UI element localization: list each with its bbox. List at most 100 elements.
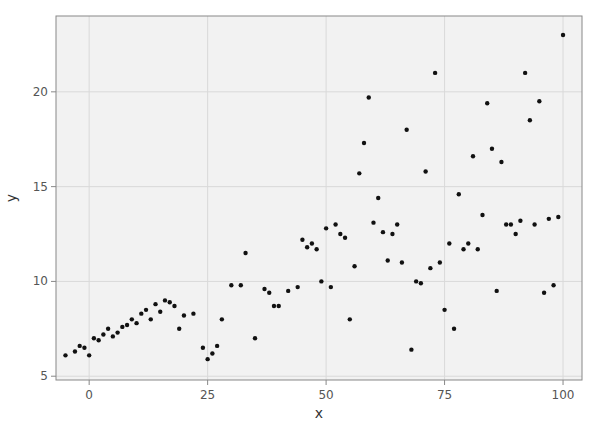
point (561, 33, 565, 37)
x-grid-line (563, 16, 564, 380)
grid (56, 16, 582, 380)
point (130, 317, 134, 321)
point (111, 334, 115, 338)
point (367, 95, 371, 99)
point (504, 222, 508, 226)
point (400, 260, 404, 264)
chart: 02550751005101520xy (0, 0, 600, 430)
point (191, 311, 195, 315)
point (101, 332, 105, 336)
point (419, 281, 423, 285)
point (92, 336, 96, 340)
point (134, 321, 138, 325)
point (542, 291, 546, 295)
point (523, 71, 527, 75)
y-tick (51, 91, 56, 92)
point (305, 245, 309, 249)
point (438, 260, 442, 264)
point (471, 154, 475, 158)
point (168, 300, 172, 304)
point (144, 308, 148, 312)
point (262, 287, 266, 291)
point (239, 283, 243, 287)
point (201, 346, 205, 350)
point (362, 141, 366, 145)
x-grid-line (326, 16, 327, 380)
point (243, 251, 247, 255)
point (314, 247, 318, 251)
point (352, 264, 356, 268)
point (163, 298, 167, 302)
point (547, 217, 551, 221)
x-tick-label: 25 (200, 388, 215, 402)
x-tick (563, 380, 564, 385)
point (120, 325, 124, 329)
point (447, 241, 451, 245)
point (125, 323, 129, 327)
point (82, 346, 86, 350)
point (457, 192, 461, 196)
point (220, 317, 224, 321)
point (343, 236, 347, 240)
point (466, 241, 470, 245)
point (404, 128, 408, 132)
axes: 02550751005101520 (33, 85, 575, 402)
point (310, 241, 314, 245)
y-grid-line (56, 376, 582, 377)
y-tick-label: 15 (33, 180, 48, 194)
x-tick (89, 380, 90, 385)
point (490, 147, 494, 151)
point (106, 327, 110, 331)
plot-frame (56, 16, 582, 380)
point (158, 310, 162, 314)
point (528, 118, 532, 122)
point (390, 232, 394, 236)
point (518, 219, 522, 223)
point (409, 347, 413, 351)
x-tick (326, 380, 327, 385)
y-tick (51, 186, 56, 187)
x-tick-label: 100 (552, 388, 575, 402)
point (277, 304, 281, 308)
point (499, 160, 503, 164)
point (381, 230, 385, 234)
point (509, 222, 513, 226)
point (329, 285, 333, 289)
point (532, 222, 536, 226)
y-tick (51, 281, 56, 282)
point (63, 353, 67, 357)
x-grid-line (89, 16, 90, 380)
y-tick (51, 376, 56, 377)
point (485, 101, 489, 105)
point (319, 279, 323, 283)
point (153, 302, 157, 306)
point (177, 327, 181, 331)
point (452, 327, 456, 331)
point (338, 232, 342, 236)
point (556, 215, 560, 219)
point (272, 304, 276, 308)
y-tick-label: 20 (33, 85, 48, 99)
point (172, 304, 176, 308)
x-grid-line (444, 16, 445, 380)
point (87, 353, 91, 357)
x-grid-line (207, 16, 208, 380)
y-tick-label: 10 (33, 274, 48, 288)
point (215, 344, 219, 348)
point (295, 285, 299, 289)
x-tick (207, 380, 208, 385)
y-axis-label: y (3, 194, 19, 202)
point (551, 283, 555, 287)
points (63, 33, 565, 362)
point (115, 330, 119, 334)
point (300, 238, 304, 242)
point (433, 71, 437, 75)
point (139, 311, 143, 315)
point (267, 291, 271, 295)
y-grid-line (56, 281, 582, 282)
point (182, 313, 186, 317)
point (476, 247, 480, 251)
x-tick-label: 50 (318, 388, 333, 402)
point (73, 349, 77, 353)
point (371, 220, 375, 224)
